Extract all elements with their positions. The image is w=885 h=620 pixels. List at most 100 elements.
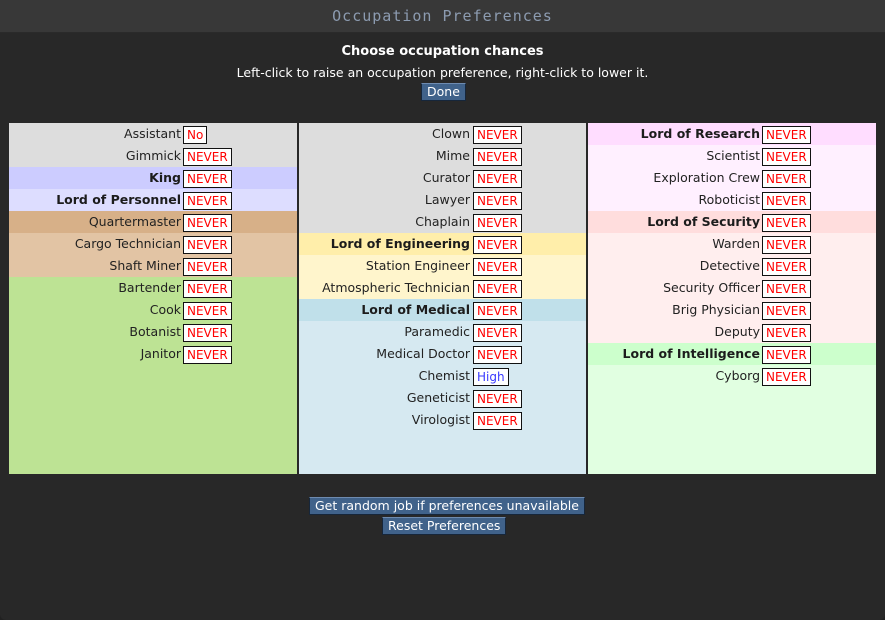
preference-toggle[interactable]: NEVER [473, 148, 522, 166]
preference-toggle[interactable]: NEVER [183, 280, 232, 298]
job-row: Cargo Technician NEVER [9, 233, 297, 255]
job-row: Security Officer NEVER [588, 277, 876, 299]
preference-toggle[interactable]: NEVER [762, 346, 811, 364]
job-row: Brig Physician NEVER [588, 299, 876, 321]
job-label: Scientist [706, 148, 760, 163]
preference-toggle[interactable]: NEVER [473, 214, 522, 232]
job-label: Geneticist [406, 390, 470, 405]
job-row: Lord of Engineering NEVER [299, 233, 586, 255]
department-head-label: Lord of Engineering [330, 236, 470, 251]
job-row: Shaft Miner NEVER [9, 255, 297, 277]
job-row: Cyborg NEVER [588, 365, 876, 387]
preference-toggle[interactable]: NEVER [183, 324, 232, 342]
job-label: Exploration Crew [653, 170, 760, 185]
job-row: Lord of Security NEVER [588, 211, 876, 233]
job-row: Exploration Crew NEVER [588, 167, 876, 189]
job-row: Bartender NEVER [9, 277, 297, 299]
preference-toggle[interactable]: NEVER [183, 214, 232, 232]
job-label: Chemist [418, 368, 470, 383]
preference-toggle[interactable]: NEVER [762, 302, 811, 320]
window-title: Occupation Preferences [0, 0, 885, 33]
job-row: Quartermaster NEVER [9, 211, 297, 233]
job-row: Lord of Personnel NEVER [9, 189, 297, 211]
job-column-3: Lord of Research NEVER Scientist NEVER Explo… [588, 123, 876, 474]
preference-toggle[interactable]: NEVER [473, 280, 522, 298]
preference-toggle[interactable]: NEVER [762, 324, 811, 342]
preference-toggle[interactable]: NEVER [473, 170, 522, 188]
preference-toggle[interactable]: NEVER [183, 236, 232, 254]
preference-toggle[interactable]: NEVER [473, 192, 522, 210]
job-row: Clown NEVER [299, 123, 586, 145]
job-label: Security Officer [663, 280, 760, 295]
preference-toggle[interactable]: NEVER [762, 148, 811, 166]
preference-toggle[interactable]: NEVER [183, 192, 232, 210]
job-row: Lord of Research NEVER [588, 123, 876, 145]
job-row: Janitor NEVER [9, 343, 297, 365]
job-label: Detective [699, 258, 760, 273]
job-row: Detective NEVER [588, 255, 876, 277]
job-label: Cyborg [715, 368, 760, 383]
preference-toggle[interactable]: NEVER [473, 126, 522, 144]
job-row: Lord of Intelligence NEVER [588, 343, 876, 365]
job-label: Atmospheric Technician [322, 280, 470, 295]
job-row: Roboticist NEVER [588, 189, 876, 211]
job-label: Clown [432, 126, 470, 141]
job-column-2: Clown NEVER Mime NEVER Curator NEVER Lawyer NEV… [299, 123, 586, 474]
department-head-label: King [149, 170, 181, 185]
preference-toggle[interactable]: NEVER [762, 258, 811, 276]
preference-toggle[interactable]: NEVER [473, 412, 522, 430]
preference-toggle[interactable]: NEVER [762, 368, 811, 386]
preference-toggle[interactable]: NEVER [762, 280, 811, 298]
job-row: King NEVER [9, 167, 297, 189]
preferences-window: Choose occupation chances Left-click to … [0, 33, 885, 620]
job-column-1: Assistant No Gimmick NEVER King NEVER Lord of … [9, 123, 297, 474]
preference-toggle[interactable]: NEVER [183, 346, 232, 364]
done-button[interactable]: Done [421, 83, 466, 101]
preference-toggle[interactable]: NEVER [473, 302, 522, 320]
job-label: Cargo Technician [74, 236, 181, 251]
preference-toggle[interactable]: NEVER [473, 236, 522, 254]
preference-toggle[interactable]: NEVER [473, 324, 522, 342]
preference-toggle[interactable]: NEVER [473, 390, 522, 408]
job-row: Gimmick NEVER [9, 145, 297, 167]
job-label: Shaft Miner [109, 258, 181, 273]
job-row: Cook NEVER [9, 299, 297, 321]
preference-toggle[interactable]: NEVER [762, 214, 811, 232]
job-row: Deputy NEVER [588, 321, 876, 343]
job-label: Warden [712, 236, 760, 251]
job-row: Geneticist NEVER [299, 387, 586, 409]
job-label: Mime [435, 148, 470, 163]
job-label: Virologist [411, 412, 470, 427]
preference-toggle[interactable]: NEVER [183, 258, 232, 276]
job-row: Chaplain NEVER [299, 211, 586, 233]
preference-toggle[interactable]: High [473, 368, 509, 386]
job-label: Botanist [129, 324, 181, 339]
preference-toggle[interactable]: NEVER [473, 346, 522, 364]
job-label: Station Engineer [365, 258, 470, 273]
job-label: Janitor [140, 346, 181, 361]
job-row: Station Engineer NEVER [299, 255, 586, 277]
job-row: Scientist NEVER [588, 145, 876, 167]
department-head-label: Lord of Intelligence [622, 346, 760, 361]
job-label: Quartermaster [88, 214, 181, 229]
job-row: Assistant No [9, 123, 297, 145]
job-label: Bartender [118, 280, 181, 295]
preference-toggle[interactable]: NEVER [762, 126, 811, 144]
preference-toggle[interactable]: NEVER [183, 302, 232, 320]
job-row: Virologist NEVER [299, 409, 586, 431]
department-head-label: Lord of Personnel [56, 192, 181, 207]
random-job-toggle-button[interactable]: Get random job if preferences unavailabl… [309, 497, 585, 515]
job-label: Curator [422, 170, 470, 185]
preference-toggle[interactable]: NEVER [183, 170, 232, 188]
job-row: Medical Doctor NEVER [299, 343, 586, 365]
preference-toggle[interactable]: NEVER [762, 236, 811, 254]
preference-toggle[interactable]: NEVER [473, 258, 522, 276]
preference-toggle[interactable]: NEVER [183, 148, 232, 166]
job-row: Atmospheric Technician NEVER [299, 277, 586, 299]
preference-toggle[interactable]: NEVER [762, 170, 811, 188]
department-head-label: Lord of Research [640, 126, 760, 141]
preference-toggle[interactable]: NEVER [762, 192, 811, 210]
reset-preferences-button[interactable]: Reset Preferences [382, 517, 507, 535]
preference-toggle[interactable]: No [183, 126, 208, 144]
job-label: Gimmick [125, 148, 181, 163]
